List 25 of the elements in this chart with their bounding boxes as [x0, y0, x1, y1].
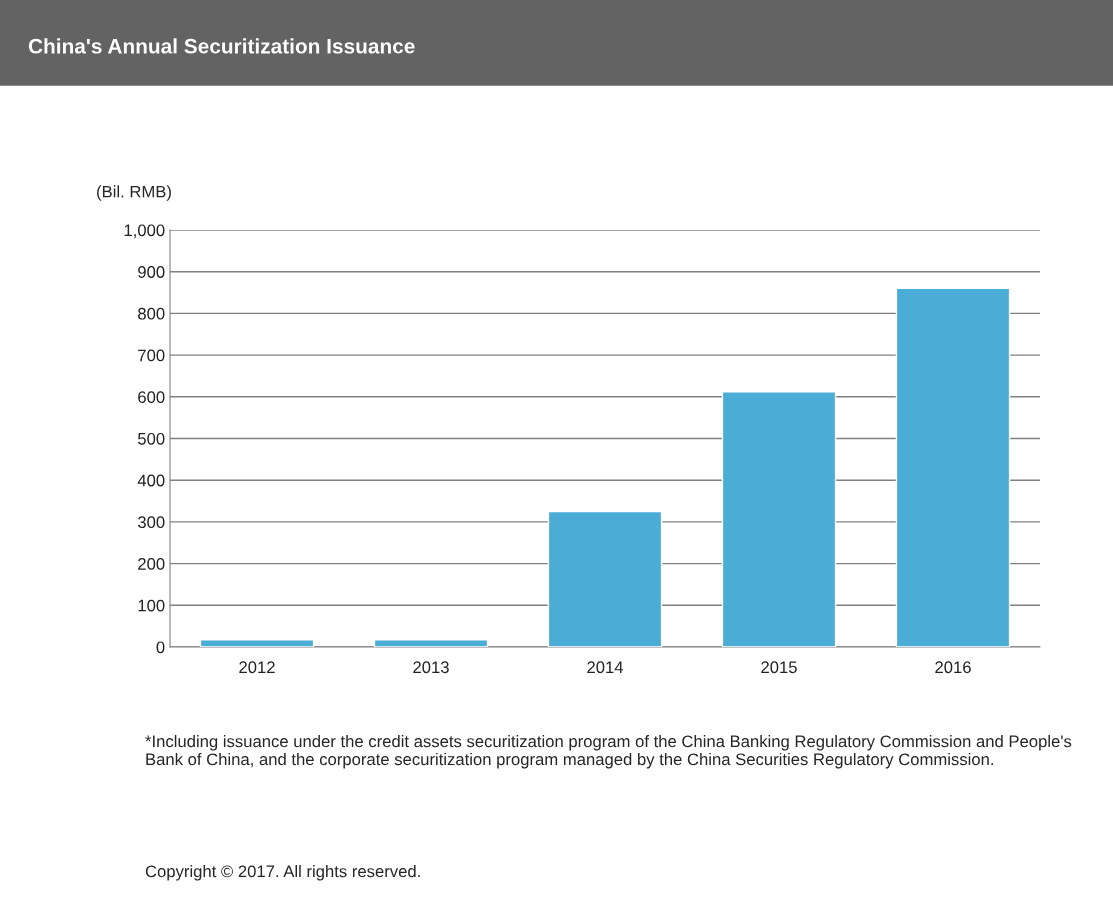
x-tick-label: 2012 — [239, 661, 275, 674]
bar — [199, 639, 315, 647]
y-tick-label: 300 — [137, 516, 165, 529]
y-tick-label: 200 — [138, 558, 165, 570]
bar — [373, 639, 489, 647]
y-tick-label: 800 — [138, 307, 165, 320]
y-tick-label: 0 — [156, 641, 165, 654]
text: Copyright © 2017. All rights reserved. — [145, 865, 420, 881]
x-tick-label: 2013 — [413, 661, 449, 674]
bar — [547, 510, 663, 647]
x-tick-label: 2015 — [761, 661, 797, 674]
y-axis-title: (Bil. RMB) — [97, 185, 171, 201]
y-tick-label: 700 — [138, 349, 165, 362]
y-tick-label: 400 — [137, 474, 165, 487]
x-tick-label: 2016 — [935, 661, 971, 674]
bar — [895, 287, 1011, 647]
y-tick-label: 100 — [138, 599, 165, 612]
text: *Including issuance under the credit assets securitization program of the China Banking Regulatory Commission and People's Bank of China, and the corporate securitization program managed by the China Securities Regulatory Commission. — [145, 735, 1072, 769]
chart-title: China's Annual Securitization Issuance — [28, 38, 415, 54]
y-tick-label: 900 — [138, 266, 165, 278]
y-tick-label: 500 — [138, 432, 165, 445]
y-tick-label: 1,000 — [124, 224, 165, 239]
bar — [721, 391, 837, 647]
y-tick-label: 600 — [138, 391, 165, 403]
x-tick-label: 2014 — [587, 661, 624, 674]
